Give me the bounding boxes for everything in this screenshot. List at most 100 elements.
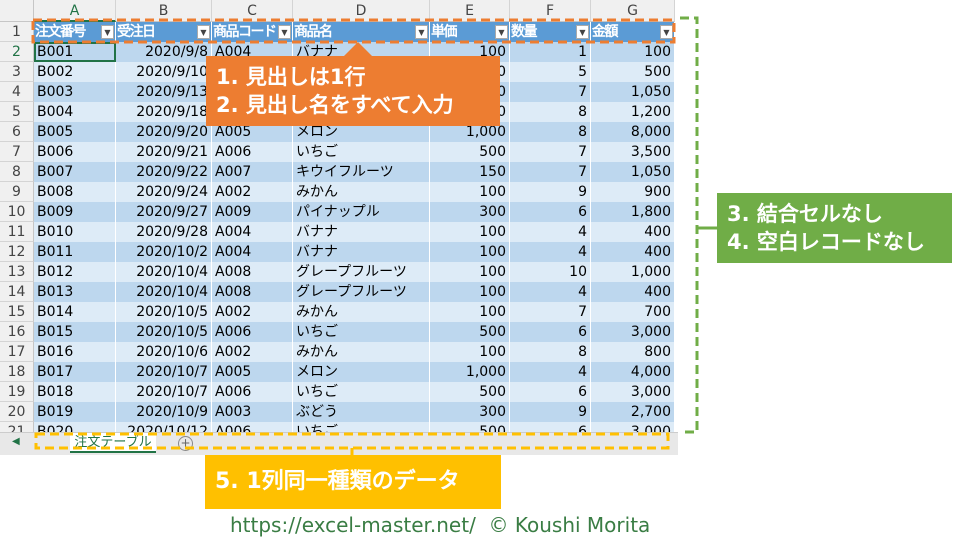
table-cell[interactable]: 6 — [510, 422, 591, 432]
table-cell[interactable]: バナナ — [293, 242, 430, 262]
filter-dropdown-icon[interactable]: ▼ — [197, 25, 210, 39]
table-cell[interactable]: B007 — [34, 162, 116, 182]
row-header[interactable]: 3 — [0, 62, 34, 82]
row-header[interactable]: 20 — [0, 402, 34, 422]
table-cell[interactable]: メロン — [293, 362, 430, 382]
table-cell[interactable]: 4 — [510, 242, 591, 262]
row-header[interactable]: 11 — [0, 222, 34, 242]
table-cell[interactable]: A009 — [212, 202, 293, 222]
table-cell[interactable]: B020 — [34, 422, 116, 432]
table-cell[interactable]: 1,200 — [591, 102, 675, 122]
table-cell[interactable]: 2020/9/18 — [116, 102, 212, 122]
table-cell[interactable]: 8,000 — [591, 122, 675, 142]
table-cell[interactable]: 2020/9/27 — [116, 202, 212, 222]
table-cell[interactable]: グレープフルーツ — [293, 282, 430, 302]
table-cell[interactable]: 4,000 — [591, 362, 675, 382]
table-cell[interactable]: 2020/9/8 — [116, 42, 212, 62]
row-header[interactable]: 12 — [0, 242, 34, 262]
table-cell[interactable]: 2020/9/20 — [116, 122, 212, 142]
table-cell[interactable]: A004 — [212, 222, 293, 242]
table-cell[interactable]: A002 — [212, 342, 293, 362]
table-cell[interactable]: 2020/9/24 — [116, 182, 212, 202]
table-cell[interactable]: 7 — [510, 142, 591, 162]
table-cell[interactable]: B006 — [34, 142, 116, 162]
filter-dropdown-icon[interactable]: ▼ — [278, 25, 291, 39]
row-header[interactable]: 2 — [0, 42, 34, 62]
table-cell[interactable]: 4 — [510, 282, 591, 302]
table-cell[interactable]: A003 — [212, 402, 293, 422]
table-cell[interactable]: 2020/10/5 — [116, 302, 212, 322]
filter-dropdown-icon[interactable]: ▼ — [660, 25, 673, 39]
table-cell[interactable]: 100 — [430, 342, 510, 362]
table-cell[interactable]: 2,700 — [591, 402, 675, 422]
table-cell[interactable]: 3,000 — [591, 382, 675, 402]
table-cell[interactable]: B015 — [34, 322, 116, 342]
table-cell[interactable]: B008 — [34, 182, 116, 202]
table-cell[interactable]: B017 — [34, 362, 116, 382]
header-cell[interactable]: 金額 ▼ — [591, 22, 675, 42]
table-cell[interactable]: 100 — [430, 242, 510, 262]
table-cell[interactable]: 2020/9/10 — [116, 62, 212, 82]
table-cell[interactable]: グレープフルーツ — [293, 262, 430, 282]
table-cell[interactable]: 2020/10/9 — [116, 402, 212, 422]
row-header[interactable]: 9 — [0, 182, 34, 202]
filter-dropdown-icon[interactable]: ▼ — [576, 25, 589, 39]
column-header-B[interactable]: B — [116, 0, 212, 22]
table-cell[interactable]: 1,000 — [591, 262, 675, 282]
table-cell[interactable]: B013 — [34, 282, 116, 302]
sheet-tab[interactable]: 注文テーブル — [70, 433, 156, 453]
table-cell[interactable]: B002 — [34, 62, 116, 82]
table-cell[interactable]: いちご — [293, 142, 430, 162]
filter-dropdown-icon[interactable]: ▼ — [101, 25, 114, 39]
row-header[interactable]: 16 — [0, 322, 34, 342]
table-cell[interactable]: 800 — [591, 342, 675, 362]
table-cell[interactable]: 6 — [510, 322, 591, 342]
table-cell[interactable]: 3,000 — [591, 322, 675, 342]
table-cell[interactable]: 400 — [591, 282, 675, 302]
header-cell[interactable]: 受注日 ▼ — [116, 22, 212, 42]
row-header[interactable]: 13 — [0, 262, 34, 282]
table-cell[interactable]: 7 — [510, 82, 591, 102]
table-cell[interactable]: 500 — [430, 422, 510, 432]
table-cell[interactable]: 300 — [430, 202, 510, 222]
table-cell[interactable]: A004 — [212, 242, 293, 262]
table-cell[interactable]: A006 — [212, 322, 293, 342]
table-cell[interactable]: みかん — [293, 302, 430, 322]
table-cell[interactable]: 100 — [430, 182, 510, 202]
table-cell[interactable]: 7 — [510, 162, 591, 182]
table-cell[interactable]: 8 — [510, 122, 591, 142]
table-cell[interactable]: 2020/10/7 — [116, 362, 212, 382]
table-cell[interactable]: 100 — [430, 302, 510, 322]
table-cell[interactable]: 100 — [430, 282, 510, 302]
table-cell[interactable]: B019 — [34, 402, 116, 422]
table-cell[interactable]: B014 — [34, 302, 116, 322]
column-header-G[interactable]: G — [591, 0, 675, 22]
filter-dropdown-icon[interactable]: ▼ — [495, 25, 508, 39]
table-cell[interactable]: 2020/10/12 — [116, 422, 212, 432]
column-header-E[interactable]: E — [430, 0, 510, 22]
table-cell[interactable]: 2020/10/6 — [116, 342, 212, 362]
table-cell[interactable]: A002 — [212, 182, 293, 202]
table-cell[interactable]: 100 — [430, 222, 510, 242]
table-cell[interactable]: いちご — [293, 322, 430, 342]
table-cell[interactable]: 2020/10/2 — [116, 242, 212, 262]
select-all-corner[interactable] — [0, 0, 34, 22]
table-cell[interactable]: 700 — [591, 302, 675, 322]
table-cell[interactable]: 2020/9/22 — [116, 162, 212, 182]
table-cell[interactable]: A008 — [212, 282, 293, 302]
table-cell[interactable]: A006 — [212, 382, 293, 402]
table-cell[interactable]: A008 — [212, 262, 293, 282]
table-cell[interactable]: A005 — [212, 122, 293, 142]
table-cell[interactable]: 400 — [591, 222, 675, 242]
header-cell[interactable]: 単価 ▼ — [430, 22, 510, 42]
table-cell[interactable]: 1,050 — [591, 82, 675, 102]
table-cell[interactable]: メロン — [293, 122, 430, 142]
table-cell[interactable]: B004 — [34, 102, 116, 122]
table-cell[interactable]: A006 — [212, 422, 293, 432]
table-cell[interactable]: キウイフルーツ — [293, 162, 430, 182]
table-cell[interactable]: 6 — [510, 202, 591, 222]
row-header[interactable]: 21 — [0, 422, 34, 432]
row-header[interactable]: 8 — [0, 162, 34, 182]
table-cell[interactable]: A006 — [212, 142, 293, 162]
row-header[interactable]: 17 — [0, 342, 34, 362]
